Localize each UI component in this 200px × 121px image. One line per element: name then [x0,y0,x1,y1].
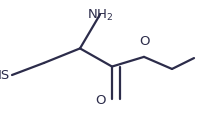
Text: HS: HS [0,68,10,82]
Text: O: O [96,94,106,107]
Text: O: O [139,35,149,48]
Text: NH$_2$: NH$_2$ [87,8,113,23]
